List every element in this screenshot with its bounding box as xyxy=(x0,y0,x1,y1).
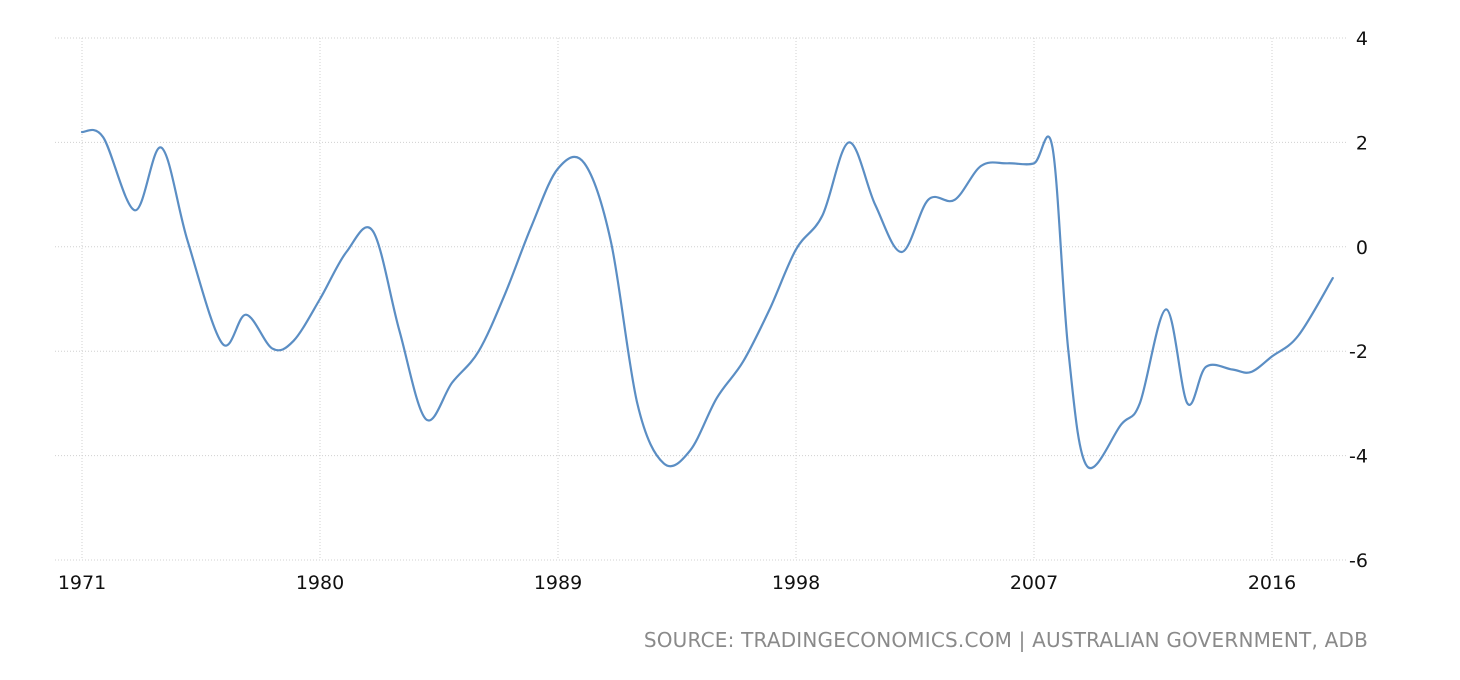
y-tick-label: 0 xyxy=(1356,237,1368,259)
x-tick-label: 1980 xyxy=(296,572,344,594)
x-axis-ticks: 1971 1980 1989 1998 2007 2016 xyxy=(58,572,1296,594)
series-line xyxy=(80,128,1334,470)
y-tick-label: -2 xyxy=(1349,341,1368,363)
y-tick-label: 2 xyxy=(1356,132,1368,154)
series-group xyxy=(80,128,1334,470)
x-tick-label: 1998 xyxy=(772,572,820,594)
y-tick-label: -6 xyxy=(1349,550,1368,572)
y-axis-ticks: 4 2 0 -2 -4 -6 xyxy=(1349,28,1368,572)
y-tick-label: -4 xyxy=(1349,446,1368,468)
x-tick-label: 2016 xyxy=(1248,572,1296,594)
x-tick-label: 1989 xyxy=(534,572,582,594)
source-caption: SOURCE: TRADINGECONOMICS.COM | AUSTRALIA… xyxy=(643,628,1368,652)
grid xyxy=(55,37,1348,561)
x-tick-label: 2007 xyxy=(1010,572,1058,594)
x-tick-label: 1971 xyxy=(58,572,106,594)
y-tick-label: 4 xyxy=(1356,28,1368,50)
